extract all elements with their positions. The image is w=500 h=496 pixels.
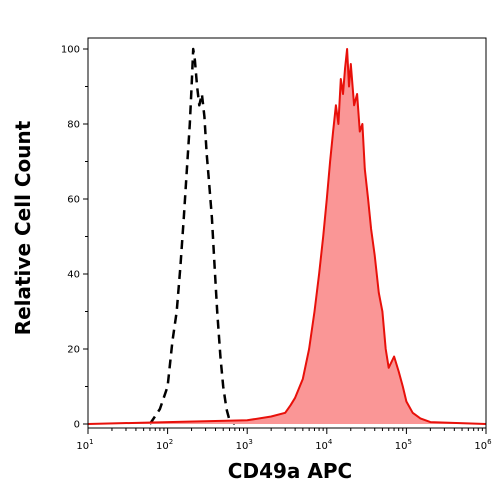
x-tick-label: 103 <box>236 438 253 452</box>
series-fill-area <box>88 49 486 424</box>
x-tick-label: 106 <box>474 438 492 452</box>
x-tick-label: 104 <box>315 438 333 452</box>
y-tick-label: 0 <box>74 420 80 431</box>
x-axis-title: CD49a APC <box>228 459 352 483</box>
axes: 0 20 40 60 80 100 101 102 103 104 105 106 <box>61 37 492 452</box>
x-tick-label: 101 <box>76 438 93 452</box>
plot-area <box>87 47 487 426</box>
y-tick-label: 100 <box>61 45 80 56</box>
series-line-filled <box>87 48 487 425</box>
series-line-dashed <box>148 47 236 426</box>
x-tick-label: 102 <box>156 438 173 452</box>
x-tick-label: 105 <box>395 438 412 452</box>
y-axis-title: Relative Cell Count <box>11 120 35 335</box>
y-tick-label: 40 <box>67 270 80 281</box>
plot-frame <box>87 37 487 429</box>
y-tick-label: 80 <box>67 120 80 131</box>
y-tick-label: 20 <box>67 345 80 356</box>
y-tick-label: 60 <box>67 195 80 206</box>
